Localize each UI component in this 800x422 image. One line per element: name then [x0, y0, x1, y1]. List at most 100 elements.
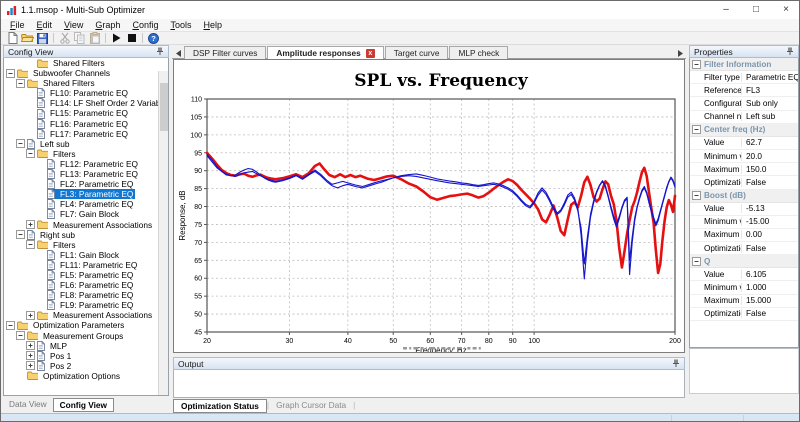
- close-button[interactable]: ×: [783, 4, 789, 15]
- tree-item[interactable]: FL9: Parametric EQ: [4, 300, 158, 310]
- tab-target-curve[interactable]: Target curve: [384, 46, 449, 59]
- tree-item[interactable]: Measurement Groups: [4, 331, 158, 341]
- pin-icon[interactable]: [672, 359, 680, 368]
- tree-item[interactable]: MLP: [4, 341, 158, 351]
- tab-scroll-right-icon[interactable]: [674, 48, 686, 59]
- property-value[interactable]: -15.00: [746, 217, 770, 227]
- menu-edit[interactable]: Edit: [36, 20, 53, 30]
- tab-close-icon[interactable]: x: [365, 48, 375, 58]
- tree-item[interactable]: Shared Filters: [4, 58, 158, 68]
- tree-item[interactable]: FL5: Parametric EQ: [4, 270, 158, 280]
- tree-item[interactable]: Pos 2: [4, 361, 158, 371]
- minimize-button[interactable]: –: [723, 4, 729, 15]
- property-value[interactable]: Sub only: [746, 98, 778, 108]
- property-value[interactable]: Left sub: [746, 112, 776, 122]
- tree-item[interactable]: Measurement Associations: [4, 220, 158, 230]
- expand-icon[interactable]: [26, 361, 35, 371]
- property-group-header[interactable]: Q: [690, 255, 798, 269]
- tree-item[interactable]: FL1: Gain Block: [4, 250, 158, 260]
- property-value[interactable]: -5.13: [746, 204, 765, 214]
- tree-item[interactable]: FL3: Parametric EQ: [4, 189, 158, 200]
- tree-item[interactable]: FL10: Parametric EQ: [4, 88, 158, 98]
- tree-item[interactable]: Pos 1: [4, 351, 158, 361]
- collapse-icon[interactable]: [6, 320, 15, 330]
- tree-item[interactable]: Optimization Options: [4, 371, 158, 381]
- expand-icon[interactable]: [26, 220, 35, 230]
- property-value[interactable]: Parametric EQ: [746, 72, 798, 82]
- pin-icon[interactable]: [156, 47, 164, 56]
- tree-item[interactable]: FL14: LF Shelf Order 2 Variable: [4, 98, 167, 108]
- collapse-icon[interactable]: [16, 139, 25, 149]
- property-value[interactable]: FL3: [746, 85, 761, 95]
- stop-optimization-button[interactable]: [124, 32, 139, 44]
- menu-view[interactable]: View: [64, 20, 84, 30]
- tree-item[interactable]: Subwoofer Channels: [4, 68, 158, 78]
- tab-mlp-check[interactable]: MLP check: [449, 46, 509, 59]
- help-button[interactable]: ?: [146, 32, 161, 44]
- property-value[interactable]: 15.000: [746, 296, 772, 306]
- property-value[interactable]: 0.00: [746, 230, 762, 240]
- tree-item[interactable]: FL13: Parametric EQ: [4, 169, 158, 179]
- new-file-button[interactable]: [5, 32, 20, 44]
- tree-vscroll-thumb[interactable]: [160, 83, 168, 131]
- property-group-header[interactable]: Center freq (Hz): [690, 123, 798, 137]
- collapse-icon[interactable]: [692, 256, 701, 266]
- tab-graph-cursor-data[interactable]: Graph Cursor Data: [276, 400, 347, 410]
- tab-data-view[interactable]: Data View: [9, 399, 47, 409]
- collapse-icon[interactable]: [16, 230, 25, 240]
- tree-item[interactable]: Filters: [4, 240, 158, 250]
- tab-amplitude-responses[interactable]: Amplitude responses x: [267, 46, 384, 59]
- tree-item[interactable]: Left sub: [4, 139, 158, 149]
- tree-item[interactable]: FL2: Parametric EQ: [4, 179, 158, 189]
- tab-scroll-left-icon[interactable]: [172, 48, 184, 59]
- menu-file[interactable]: File: [10, 20, 25, 30]
- expand-icon[interactable]: [26, 310, 35, 320]
- amplitude-response-chart[interactable]: SPL vs. Frequency 45 50 55 60 65 70 75 80 85 90 95 1…: [173, 59, 685, 353]
- tree-item[interactable]: FL17: Parametric EQ: [4, 129, 158, 139]
- expand-icon[interactable]: [26, 341, 35, 351]
- property-group-header[interactable]: Filter Information: [690, 58, 798, 71]
- tree-item[interactable]: FL8: Parametric EQ: [4, 290, 158, 300]
- collapse-icon[interactable]: [16, 331, 25, 341]
- tree-item[interactable]: Shared Filters: [4, 78, 158, 88]
- tab-config-view[interactable]: Config View: [52, 398, 114, 412]
- menu-help[interactable]: Help: [203, 20, 222, 30]
- tree-item[interactable]: FL4: Parametric EQ: [4, 199, 158, 209]
- chart-svg[interactable]: SPL vs. Frequency 45 50 55 60 65 70 75 80 85 90 95 1…: [174, 60, 684, 352]
- expand-icon[interactable]: [26, 351, 35, 361]
- collapse-icon[interactable]: [26, 240, 35, 250]
- collapse-icon[interactable]: [26, 149, 35, 159]
- collapse-icon[interactable]: [692, 59, 701, 69]
- collapse-icon[interactable]: [692, 125, 701, 135]
- tab-dsp-filter-curves[interactable]: DSP Filter curves: [184, 46, 267, 59]
- tree-item[interactable]: Right sub: [4, 230, 158, 240]
- tree-vertical-scrollbar[interactable]: [158, 71, 168, 395]
- property-value[interactable]: False: [746, 177, 767, 187]
- pin-icon[interactable]: [786, 47, 794, 56]
- property-value[interactable]: 62.7: [746, 138, 762, 148]
- open-file-button[interactable]: [20, 32, 35, 44]
- menu-config[interactable]: Config: [132, 20, 159, 30]
- save-file-button[interactable]: [35, 32, 50, 44]
- menu-graph[interactable]: Graph: [95, 20, 121, 30]
- property-value[interactable]: 20.0: [746, 151, 762, 161]
- maximize-button[interactable]: □: [752, 4, 760, 15]
- tree-item[interactable]: FL7: Gain Block: [4, 209, 158, 219]
- collapse-icon[interactable]: [692, 191, 701, 200]
- tree-item[interactable]: Measurement Associations: [4, 310, 158, 320]
- tree-item[interactable]: FL6: Parametric EQ: [4, 280, 158, 290]
- collapse-icon[interactable]: [16, 78, 25, 88]
- property-value[interactable]: False: [746, 309, 767, 319]
- property-group-header[interactable]: Boost (dB): [690, 189, 798, 203]
- tree-item[interactable]: FL11: Parametric EQ: [4, 260, 158, 270]
- property-value[interactable]: 1.000: [746, 283, 767, 293]
- property-value[interactable]: 6.105: [746, 269, 767, 279]
- property-value[interactable]: False: [746, 243, 767, 253]
- tree-item[interactable]: Filters: [4, 149, 158, 159]
- menu-tools[interactable]: Tools: [170, 20, 192, 30]
- tree-item[interactable]: FL16: Parametric EQ: [4, 119, 158, 129]
- run-optimization-button[interactable]: [109, 32, 124, 44]
- collapse-icon[interactable]: [6, 68, 15, 78]
- property-value[interactable]: 150.0: [746, 164, 767, 174]
- tree-item[interactable]: FL15: Parametric EQ: [4, 108, 158, 118]
